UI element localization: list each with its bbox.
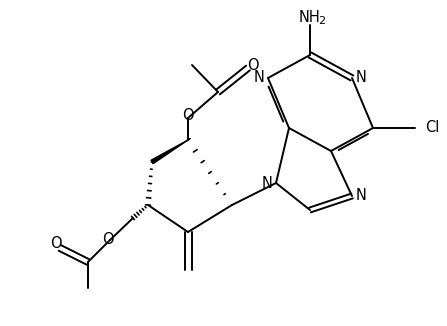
Text: Cl: Cl (425, 121, 439, 136)
Text: O: O (182, 108, 194, 123)
Text: 2: 2 (318, 16, 325, 26)
Text: N: N (253, 70, 265, 85)
Text: N: N (261, 175, 272, 190)
Text: O: O (102, 232, 114, 247)
Text: O: O (50, 236, 62, 251)
Text: N: N (355, 188, 367, 203)
Text: N: N (355, 70, 367, 85)
Polygon shape (151, 140, 188, 164)
Text: O: O (247, 57, 259, 72)
Text: NH: NH (299, 10, 321, 25)
